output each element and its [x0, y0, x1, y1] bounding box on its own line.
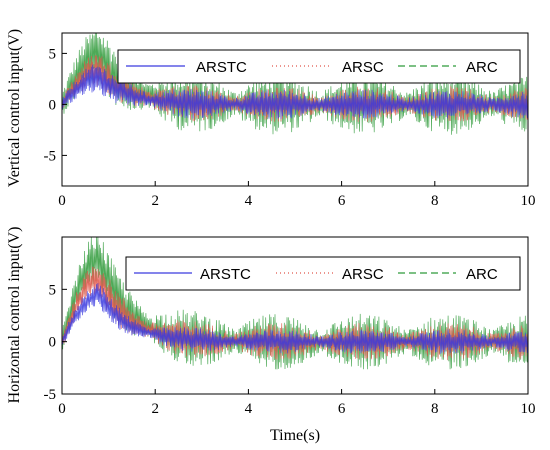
horizontal-y-ticks: -5 0 5 [44, 282, 67, 403]
vertical-y-tick-label: 5 [49, 46, 57, 62]
x-axis-title: Time(s) [270, 427, 320, 444]
vertical-y-ticks: -5 0 5 [44, 46, 67, 164]
horizontal-axes-frame [61, 236, 529, 395]
horizontal-y-tick-label: 5 [49, 282, 57, 298]
horizontal-x-tick-label: 8 [431, 401, 439, 417]
horizontal-legend-label-arc: ARC [466, 266, 498, 283]
vertical-legend: ARSTC ARSC ARC [117, 49, 521, 84]
horizontal-y-tick-label: -5 [44, 387, 57, 403]
horizontal-y-axis-title: Horizontal control input(V) [6, 227, 23, 404]
horizontal-x-tick-label: 10 [521, 401, 536, 417]
vertical-legend-label-arc: ARC [466, 59, 498, 76]
horizontal-x-tick-label: 0 [58, 401, 66, 417]
vertical-x-tick-label: 4 [245, 193, 253, 209]
horizontal-legend: ARSTC ARSC ARC [125, 256, 521, 291]
horizontal-x-ticks: 0 2 4 6 8 10 [58, 389, 536, 417]
vertical-y-axis-title: Vertical control input(V) [6, 29, 23, 187]
vertical-x-tick-label: 0 [58, 193, 66, 209]
horizontal-y-tick-label: 0 [49, 335, 57, 351]
vertical-x-tick-label: 10 [521, 193, 536, 209]
horizontal-control-panel: Horizontal control input(V) Time(s) 0 2 4 6… [6, 227, 536, 444]
vertical-x-tick-label: 6 [338, 193, 346, 209]
horizontal-x-tick-label: 6 [338, 401, 346, 417]
vertical-legend-label-arsc: ARSC [342, 59, 384, 76]
vertical-legend-label-arstc: ARSTC [196, 59, 247, 76]
horizontal-x-tick-label: 4 [245, 401, 253, 417]
vertical-x-tick-label: 2 [151, 193, 159, 209]
vertical-plot-area [61, 32, 529, 135]
vertical-y-tick-label: 0 [49, 97, 57, 113]
vertical-x-tick-label: 8 [431, 193, 439, 209]
vertical-control-panel: Vertical control input(V) 0 2 4 6 8 10 -5 0 5 A… [6, 29, 536, 209]
horizontal-series-arstc [61, 283, 529, 354]
horizontal-legend-label-arstc: ARSTC [200, 266, 251, 283]
vertical-series-arstc [61, 64, 529, 119]
horizontal-x-tick-label: 2 [151, 401, 159, 417]
horizontal-plot-area [61, 236, 529, 370]
vertical-y-tick-label: -5 [44, 148, 57, 164]
vertical-x-ticks: 0 2 4 6 8 10 [58, 181, 536, 209]
vertical-axes-frame [61, 32, 529, 187]
horizontal-legend-label-arsc: ARSC [342, 266, 384, 283]
